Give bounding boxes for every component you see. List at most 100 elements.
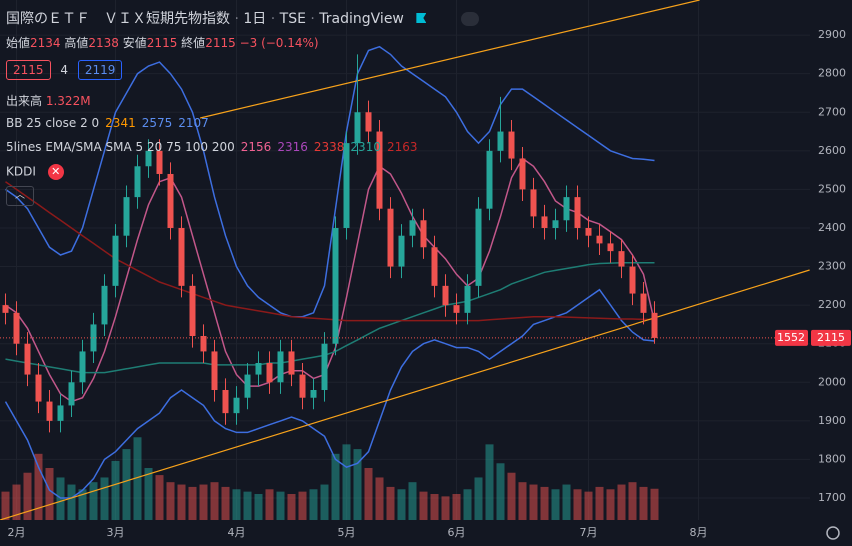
collapse-button[interactable]	[460, 12, 479, 26]
candle-body	[563, 197, 570, 221]
label: 出来高	[6, 94, 43, 108]
candle-body	[376, 131, 383, 209]
value: 2138	[88, 36, 119, 50]
volume-bar	[199, 484, 208, 520]
volume-bar	[133, 437, 142, 520]
candle-body	[629, 266, 636, 294]
order-boxes: 2115 4 2119	[6, 60, 128, 80]
volume-bar	[111, 460, 120, 520]
remove-button[interactable]: ✕	[47, 164, 64, 180]
y-tick-label: 2900	[818, 28, 846, 41]
y-tick-label: 2700	[818, 105, 846, 118]
candle-body	[596, 235, 603, 244]
indicator-value: 2310	[350, 140, 381, 154]
volume-bar	[452, 494, 461, 520]
candle-body	[508, 131, 515, 159]
expand-button[interactable]: ︿	[6, 186, 34, 206]
volume-bar	[419, 491, 428, 520]
volume-bar	[1, 491, 10, 520]
sell-button[interactable]: 2115	[6, 60, 51, 80]
volume-bar	[474, 477, 483, 520]
candle-body	[277, 351, 284, 383]
volume-bar	[67, 484, 76, 520]
volume-bar	[243, 491, 252, 520]
y-tick-label: 2200	[818, 298, 846, 311]
volume-bar	[529, 484, 538, 520]
candle-body	[354, 112, 361, 144]
price-tag-bg	[775, 329, 808, 346]
candle-body	[574, 197, 581, 228]
candle-body	[530, 189, 537, 217]
volume-bar	[507, 472, 516, 520]
candle-body	[497, 131, 504, 151]
label: 5lines EMA/SMA SMA 5 20 75 100 200	[6, 140, 235, 154]
candle-body	[651, 312, 658, 338]
indicator-value: 2338	[313, 140, 345, 154]
volume-bar	[254, 494, 263, 520]
label: BB 25 close 2 0	[6, 116, 100, 130]
candle-body	[13, 312, 20, 344]
volume-bar	[12, 484, 21, 520]
buy-button[interactable]: 2119	[77, 60, 123, 80]
compare-legend: KDDI ✕	[6, 164, 64, 180]
label: 高値	[64, 36, 89, 50]
volume-bar	[562, 484, 571, 520]
candle-body	[189, 285, 196, 336]
x-tick-label: 2月	[8, 526, 26, 539]
candle-body	[387, 208, 394, 267]
price-tag-bg	[811, 329, 851, 346]
settings-icon[interactable]	[826, 526, 840, 540]
volume-bar	[210, 482, 219, 520]
candle-body	[57, 405, 64, 421]
candle-body	[310, 390, 317, 398]
label: 安値	[122, 36, 147, 50]
x-tick-label: 5月	[338, 526, 356, 539]
volume-bar	[408, 482, 417, 520]
volume-bar	[650, 488, 659, 520]
volume-bar	[342, 444, 351, 520]
indicator-line	[5, 45, 655, 318]
volume-bar	[518, 482, 527, 520]
label: 始値	[6, 36, 31, 50]
x-tick-label: 8月	[690, 526, 708, 539]
candle-body	[552, 220, 559, 228]
candle-body	[145, 150, 152, 167]
y-tick-label: 2800	[818, 67, 846, 80]
volume-bar	[89, 482, 98, 520]
volume-bar	[23, 472, 32, 520]
volume-bar	[386, 486, 395, 520]
candle-body	[519, 158, 526, 190]
candle-body	[398, 235, 405, 267]
volume-bar	[34, 453, 43, 520]
interval[interactable]: 1日	[243, 11, 267, 27]
candle-body	[464, 285, 471, 313]
price-tag: 1552	[777, 331, 805, 344]
volume-bar	[496, 463, 505, 520]
volume-bar	[397, 489, 406, 520]
trend-line	[200, 0, 700, 119]
volume-bar	[617, 484, 626, 520]
candle-body	[200, 335, 207, 352]
candle-body	[156, 150, 163, 174]
indicator-line	[5, 157, 656, 403]
candle-body	[365, 112, 372, 132]
y-tick-label: 2300	[818, 260, 846, 273]
plot	[0, 0, 810, 520]
volume-bar	[331, 453, 340, 520]
candle-body	[409, 220, 416, 236]
volume-bar	[45, 468, 54, 520]
volume-bar	[166, 482, 175, 520]
flag-icon[interactable]	[416, 13, 427, 23]
x-tick-label: 4月	[228, 526, 246, 539]
volume-bar	[265, 489, 274, 520]
candle-body	[178, 227, 185, 286]
candle-body	[35, 374, 42, 402]
indicator-legend[interactable]: 5lines EMA/SMA SMA 5 20 75 100 200 2156 23…	[6, 140, 418, 154]
indicator-legend[interactable]: BB 25 close 2 0 2341 2575 2107	[6, 116, 209, 130]
y-tick-label: 2500	[818, 182, 846, 195]
value: 2115	[146, 36, 178, 50]
volume-bar	[298, 491, 307, 520]
quantity[interactable]: 4	[60, 63, 69, 77]
label: 終値	[181, 36, 206, 50]
source: TradingView	[319, 11, 404, 27]
